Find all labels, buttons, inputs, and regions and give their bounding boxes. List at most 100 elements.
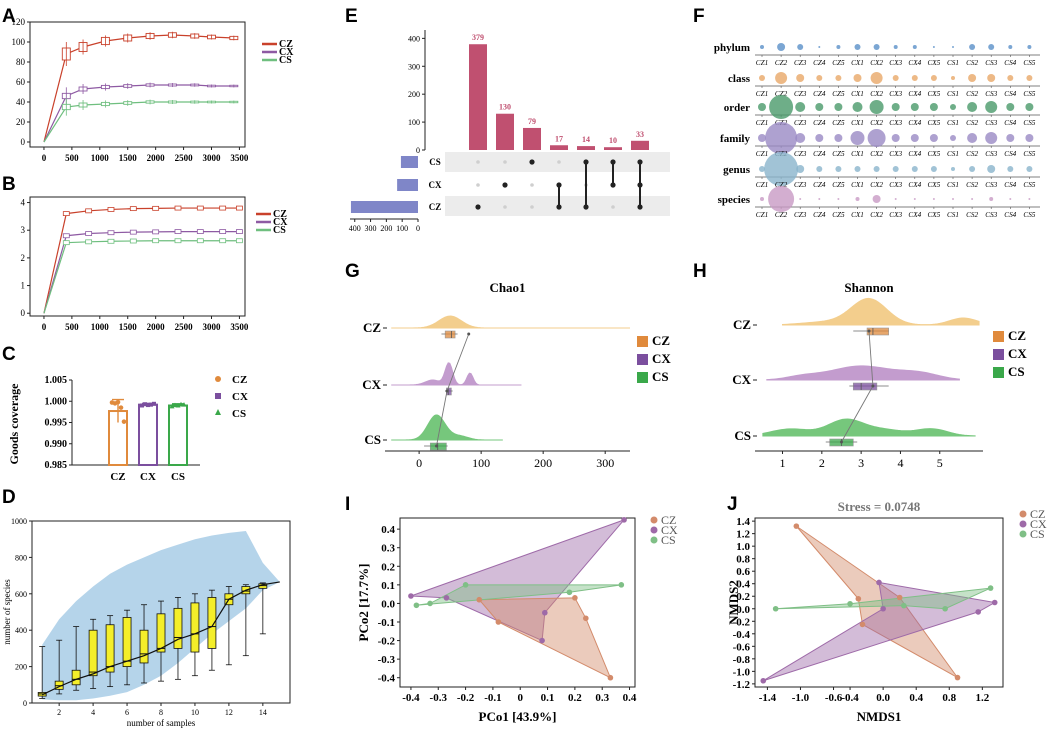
- legend-marker-cs: [650, 536, 658, 544]
- set-label-cx: CX: [429, 180, 442, 190]
- y-category-label-cs: CS: [734, 428, 751, 443]
- sample-label: CS5: [1023, 181, 1035, 189]
- sample-label: CS5: [1023, 211, 1035, 219]
- legend-marker-cx: [650, 526, 658, 534]
- bubble: [1026, 166, 1033, 172]
- sample-label: CS1: [947, 119, 959, 127]
- x-tick-label: 14: [259, 708, 267, 717]
- x-tick-label: 10: [191, 708, 199, 717]
- x-tick-label: -1.0: [792, 692, 810, 704]
- sample-label: CX3: [889, 181, 902, 189]
- bubble: [1026, 75, 1033, 81]
- sample-label: CZ1: [756, 90, 768, 98]
- box-cx: [236, 229, 243, 234]
- bubble: [854, 166, 861, 172]
- panel-c: C 0.985 0.990 0.995 1.000 1.005 Goods coverag…: [2, 344, 248, 483]
- sample-label: CZ5: [832, 150, 845, 158]
- x-tick-label: 3000: [202, 322, 221, 332]
- x-tick-label: 6: [125, 708, 129, 717]
- bubble: [855, 197, 860, 201]
- series-line-cx: [43, 84, 234, 143]
- x-tick-label: CS: [171, 471, 185, 483]
- legend-marker-cx: [215, 393, 221, 399]
- x-tick-label: -1.4: [759, 692, 777, 704]
- taxon-level-label-genus: genus: [723, 164, 751, 176]
- y-tick-label: 1.0: [736, 541, 750, 553]
- x-tick-label: 0.2: [568, 692, 582, 704]
- bubble: [985, 132, 998, 144]
- legend-swatch-cx: [637, 354, 648, 365]
- density-cz: [391, 315, 630, 329]
- bubble: [854, 44, 861, 50]
- sample-label: CS2: [966, 211, 978, 219]
- x-tick-label: -0.3: [430, 692, 448, 704]
- sample-label: CS3: [985, 150, 997, 158]
- x-tick-label: 2: [819, 456, 825, 470]
- sample-label: CS5: [1023, 59, 1035, 67]
- legend-label-cs: CS: [273, 225, 286, 236]
- sample-point-cs: [427, 600, 433, 607]
- legend-label-cs: CS: [279, 55, 292, 66]
- mean-point: [467, 332, 471, 336]
- y-tick-label: 3: [21, 225, 26, 235]
- sample-label: CZ2: [775, 90, 788, 98]
- sample-label: CZ3: [794, 181, 807, 189]
- intersection-bar: [550, 145, 568, 150]
- sample-label: CZ4: [813, 211, 826, 219]
- sample-label: CZ5: [832, 181, 845, 189]
- box-cz: [85, 208, 93, 214]
- x-tick-label: 3500: [230, 153, 249, 163]
- legend-swatch-cs: [993, 367, 1004, 378]
- sample-label: CX5: [928, 181, 941, 189]
- box-body: [139, 629, 149, 664]
- sample-label: CS5: [1023, 90, 1035, 98]
- data-point-cs: [175, 403, 181, 408]
- box-body: [71, 669, 81, 686]
- bubble: [930, 166, 937, 172]
- matrix-dot-active: [502, 182, 508, 188]
- sample-label: CS4: [1004, 119, 1016, 127]
- y-tick-label: 1.000: [45, 396, 68, 407]
- bar-cx: [138, 403, 158, 466]
- legend-swatch-cx: [993, 349, 1004, 360]
- bubble: [765, 122, 798, 154]
- box-body: [122, 617, 132, 668]
- bubble: [930, 75, 937, 81]
- sample-label: CS5: [1023, 150, 1035, 158]
- x-tick-label: 2000: [147, 153, 166, 163]
- sample-point-cz: [583, 615, 589, 622]
- taxon-level-label-phylum: phylum: [714, 42, 750, 54]
- y-category-label-cs: CS: [364, 432, 381, 447]
- box-body: [105, 624, 115, 673]
- bubble: [777, 43, 786, 51]
- x-tick-label: 0.1: [541, 692, 555, 704]
- x-tick-label: 4: [897, 456, 903, 470]
- matrix-dot-inactive: [476, 160, 480, 164]
- y-tick-label: 1: [21, 281, 26, 291]
- bubble: [967, 133, 978, 143]
- panel-d: D 0 200 400 600 800 1000 2 4 6 8 10 12 14 number of s…: [2, 487, 291, 728]
- bubble: [835, 75, 842, 81]
- group-hull-cz: [795, 525, 958, 679]
- sample-label: CX3: [889, 119, 902, 127]
- data-point-cx: [143, 402, 147, 407]
- data-point-cz: [121, 419, 127, 424]
- box-body: [156, 613, 166, 653]
- y-tick-label: 0.6: [736, 566, 750, 578]
- sample-label: CS1: [947, 90, 959, 98]
- bubble: [929, 134, 938, 142]
- panel-a: A 0 20 40 60 80 100 120 0 500 1000 1500 2000 2500 300…: [2, 6, 294, 163]
- bubble: [893, 45, 898, 49]
- sample-label: CX1: [851, 90, 864, 98]
- panel-j: J -1.4 -1.0 -0.6 -0.4 0.0 0.4 0.8 1.2-1.2-1.0-0…: [726, 494, 1047, 724]
- y-category-label-cx: CX: [362, 377, 381, 392]
- y-tick-label: 80: [16, 57, 26, 67]
- bubble: [759, 166, 765, 172]
- sample-label: CX3: [889, 211, 902, 219]
- y-tick-label: 0.8: [736, 554, 750, 566]
- box-cs: [62, 240, 70, 246]
- sample-label: CZ4: [813, 119, 826, 127]
- intersection-bar-label: 10: [609, 136, 617, 145]
- box-body-cz: [866, 327, 889, 336]
- sample-label: CZ2: [775, 59, 788, 67]
